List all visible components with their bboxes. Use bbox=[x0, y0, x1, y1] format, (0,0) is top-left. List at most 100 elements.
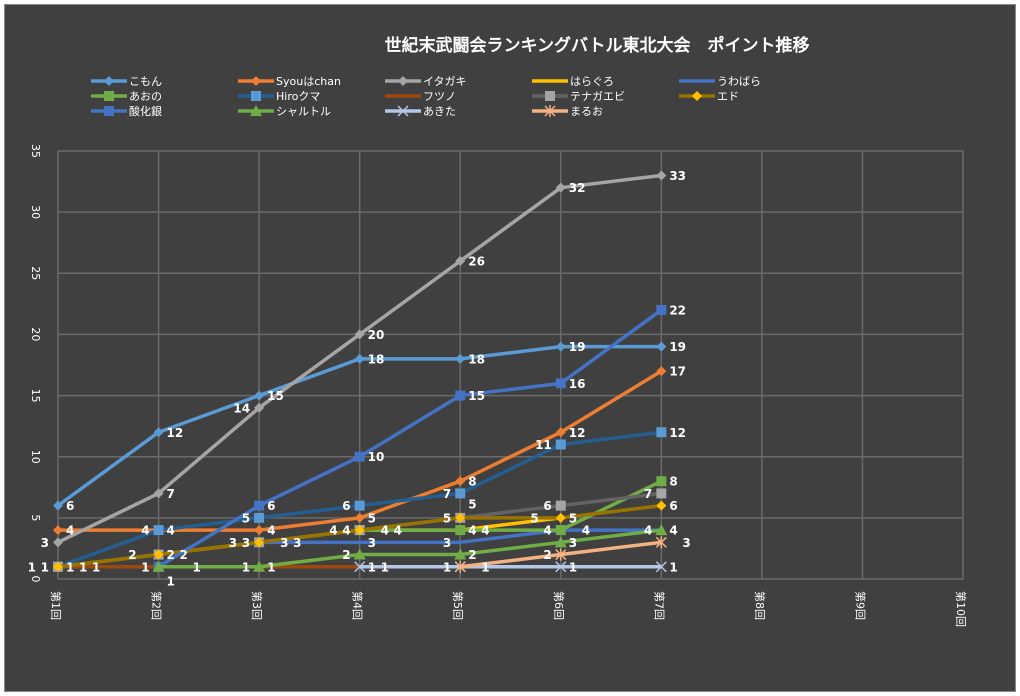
data-label: 14 bbox=[233, 401, 250, 415]
legend-label: まるお bbox=[570, 105, 603, 118]
data-label: 12 bbox=[569, 426, 586, 440]
star-marker bbox=[655, 536, 667, 549]
data-label: 10 bbox=[368, 450, 385, 464]
square-marker bbox=[656, 476, 667, 487]
diamond-marker bbox=[354, 353, 365, 364]
square-marker bbox=[455, 488, 466, 499]
legend-label: こもん bbox=[129, 75, 162, 88]
y-tick-label: 30 bbox=[29, 205, 42, 219]
diamond-marker bbox=[53, 561, 63, 572]
series-line bbox=[157, 308, 663, 569]
gridlines bbox=[57, 150, 964, 580]
square-marker bbox=[153, 525, 164, 536]
x-tick-label: 第2回 bbox=[150, 591, 164, 620]
square-marker bbox=[656, 427, 667, 438]
legend-label: はらぐろ bbox=[570, 75, 614, 88]
legend-label: Syouはchan bbox=[276, 75, 341, 88]
data-label: 1 bbox=[368, 560, 376, 574]
data-label: 16 bbox=[569, 377, 586, 391]
legend-item: Hiroクマ bbox=[238, 90, 320, 103]
data-label: 4 bbox=[394, 524, 402, 538]
diamond-marker bbox=[656, 366, 667, 377]
data-label: 3 bbox=[293, 536, 301, 550]
diamond-marker bbox=[251, 76, 261, 86]
square-marker bbox=[251, 91, 261, 101]
diamond-marker bbox=[455, 512, 466, 523]
data-label: 4 bbox=[267, 524, 275, 538]
x-tick-label: 第5回 bbox=[451, 591, 465, 620]
data-label: 5 bbox=[569, 511, 577, 525]
data-label: 2 bbox=[342, 548, 350, 562]
diamond-marker bbox=[153, 549, 164, 560]
square-marker bbox=[254, 512, 265, 523]
chart-area: 世紀末武闘会ランキングバトル東北大会 ポイント推移 0 5 10 15 20 25 30 35… bbox=[4, 4, 1016, 692]
series-2 bbox=[53, 170, 667, 548]
data-label: 15 bbox=[468, 389, 485, 403]
diamond-marker bbox=[398, 76, 408, 86]
diamond-marker bbox=[656, 500, 667, 511]
data-label: 4 bbox=[543, 524, 551, 538]
y-tick-label: 10 bbox=[29, 450, 42, 464]
data-label: 1 bbox=[79, 560, 87, 574]
diamond-marker bbox=[455, 353, 466, 364]
x-tick-label: 第3回 bbox=[250, 591, 264, 620]
legend-item: はらぐろ bbox=[532, 75, 614, 88]
data-label: 20 bbox=[368, 328, 385, 342]
legend-item: あきた bbox=[385, 105, 456, 118]
diamond-marker bbox=[153, 427, 164, 438]
series-line bbox=[359, 479, 663, 532]
data-label: 3 bbox=[569, 536, 577, 550]
data-label: 4 bbox=[468, 524, 476, 538]
data-label: 15 bbox=[267, 389, 284, 403]
data-label: 32 bbox=[569, 181, 586, 195]
data-label: 1 bbox=[92, 560, 100, 574]
data-label: 1 bbox=[193, 560, 201, 574]
diamond-marker bbox=[354, 512, 365, 523]
square-marker bbox=[104, 106, 114, 116]
triangle-marker bbox=[250, 105, 262, 116]
data-label: 6 bbox=[342, 499, 350, 513]
x-tick-label: 第1回 bbox=[49, 591, 63, 620]
diamond-marker bbox=[53, 500, 63, 511]
data-label: 3 bbox=[41, 536, 49, 550]
legend-item: あおの bbox=[91, 90, 162, 103]
data-label: 8 bbox=[669, 475, 677, 489]
diamond-marker bbox=[254, 390, 265, 401]
square-marker bbox=[354, 451, 365, 462]
square-marker bbox=[455, 390, 466, 401]
line-chart: 世紀末武闘会ランキングバトル東北大会 ポイント推移 05101520253035… bbox=[28, 35, 968, 627]
series-9 bbox=[53, 500, 667, 572]
square-marker bbox=[555, 378, 566, 389]
legend-label: エド bbox=[717, 90, 739, 103]
diamond-marker bbox=[656, 170, 667, 181]
data-label: 4 bbox=[669, 524, 677, 538]
diamond-marker bbox=[104, 76, 114, 86]
legend-item: イタガキ bbox=[385, 75, 467, 88]
data-label: 5 bbox=[242, 511, 250, 525]
legend-label: あきた bbox=[423, 105, 456, 118]
square-marker bbox=[656, 304, 667, 315]
data-label: 3 bbox=[443, 536, 451, 550]
data-label: 4 bbox=[644, 524, 652, 538]
data-label: 26 bbox=[468, 255, 485, 269]
triangle-marker bbox=[353, 548, 366, 560]
data-label: 19 bbox=[569, 340, 586, 354]
square-marker bbox=[545, 91, 555, 101]
triangle-marker bbox=[253, 560, 266, 572]
data-label: 1 bbox=[242, 560, 250, 574]
series-line bbox=[259, 528, 662, 545]
chart-title: 世紀末武闘会ランキングバトル東北大会 ポイント推移 bbox=[385, 35, 810, 56]
data-label: 1 bbox=[267, 560, 275, 574]
y-tick-label: 0 bbox=[29, 576, 42, 583]
legend-label: テナガエビ bbox=[570, 90, 625, 103]
data-label: 5 bbox=[468, 497, 476, 511]
legend-item: まるお bbox=[532, 105, 603, 118]
x-tick-label: 第7回 bbox=[652, 591, 666, 620]
data-label: 6 bbox=[543, 499, 551, 513]
data-label: 3 bbox=[242, 536, 250, 550]
diamond-marker bbox=[692, 91, 702, 101]
x-tick-label: 第9回 bbox=[853, 591, 867, 620]
data-label: 4 bbox=[342, 524, 350, 538]
triangle-marker bbox=[152, 560, 165, 572]
